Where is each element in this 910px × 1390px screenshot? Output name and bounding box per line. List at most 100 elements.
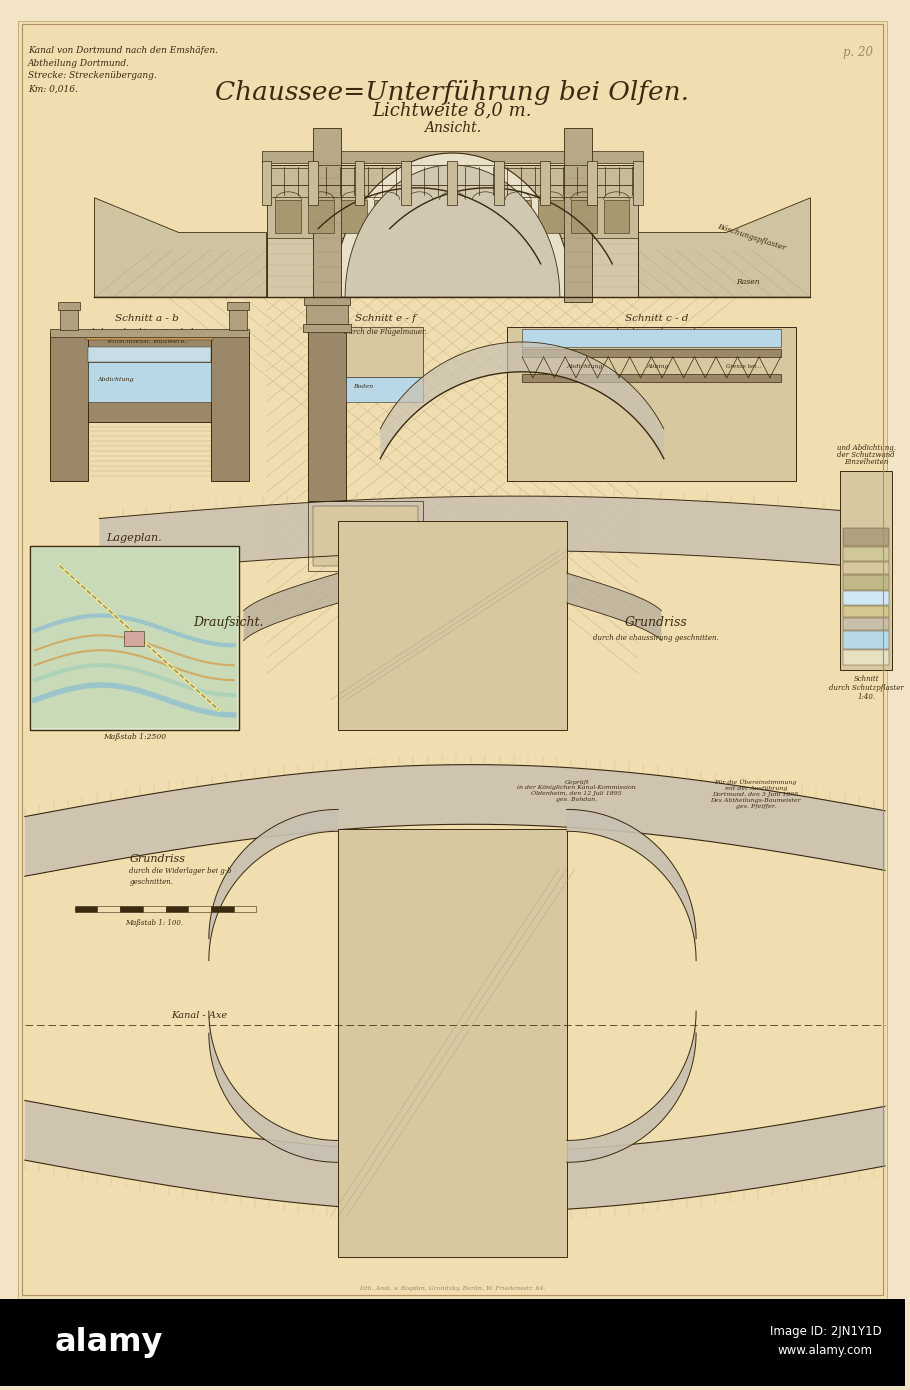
Text: senkrecht zur Chausseachse.: senkrecht zur Chausseachse. <box>604 328 708 336</box>
Bar <box>87 361 211 402</box>
Bar <box>844 591 889 605</box>
Bar <box>211 332 248 481</box>
Bar <box>75 906 97 912</box>
Bar <box>448 161 458 204</box>
Text: Abdichtung: Abdichtung <box>97 377 134 382</box>
Bar <box>227 302 248 310</box>
Bar <box>538 200 564 232</box>
Text: Grundriss: Grundriss <box>129 853 186 865</box>
Bar <box>228 306 247 329</box>
Bar <box>307 302 348 324</box>
Text: Maßstab 1: 100.: Maßstab 1: 100. <box>125 919 183 927</box>
Bar <box>844 606 889 617</box>
Text: Km: 0,016.: Km: 0,016. <box>28 85 77 93</box>
Text: Geprüft
in der Königlichen Kanal-Kommission
Oldenheim, den 12 Juli 1895
ges. Boh: Geprüft in der Königlichen Kanal-Kommiss… <box>518 780 636 802</box>
Text: einschliessl. Bauwerk.: einschliessl. Bauwerk. <box>107 336 187 345</box>
Text: Abdichtung: Abdichtung <box>567 364 603 370</box>
Text: Abtheilung Dortmund.: Abtheilung Dortmund. <box>28 58 130 68</box>
Text: Image ID: 2JN1Y1D: Image ID: 2JN1Y1D <box>770 1325 881 1339</box>
Bar <box>541 161 551 204</box>
Text: alamy: alamy <box>55 1327 163 1358</box>
Bar <box>844 651 889 666</box>
Bar <box>261 152 643 163</box>
Bar <box>505 200 531 232</box>
Text: Lichtweite 8,0 m.: Lichtweite 8,0 m. <box>373 101 532 120</box>
Bar <box>522 349 781 357</box>
Bar <box>603 200 630 232</box>
Text: Maßstab 1:2500: Maßstab 1:2500 <box>103 733 166 741</box>
Polygon shape <box>95 197 267 297</box>
Bar <box>261 161 271 204</box>
Bar <box>494 161 504 204</box>
Text: durch Schutzpflaster: durch Schutzpflaster <box>829 684 904 692</box>
Bar <box>844 619 889 630</box>
Text: 1:40.: 1:40. <box>857 694 875 701</box>
Text: Ansicht.: Ansicht. <box>424 121 481 135</box>
Bar <box>844 574 889 589</box>
Text: Kanal - Axe: Kanal - Axe <box>171 1011 227 1020</box>
Text: Schnitt: Schnitt <box>854 676 879 682</box>
Bar <box>339 830 567 1257</box>
Bar <box>87 348 211 361</box>
Text: und Abdichtung.: und Abdichtung. <box>836 445 895 452</box>
Bar <box>267 165 639 297</box>
Bar <box>522 329 781 348</box>
Bar <box>507 327 795 481</box>
Bar <box>87 332 211 421</box>
Bar <box>60 306 77 329</box>
Bar <box>211 906 234 912</box>
Text: Schnitt a - b: Schnitt a - b <box>116 314 179 322</box>
Text: geschnitten.: geschnitten. <box>129 878 173 885</box>
Bar <box>57 302 79 310</box>
Bar <box>86 335 213 341</box>
Bar <box>308 327 346 500</box>
Bar <box>308 500 422 571</box>
Bar <box>407 200 432 232</box>
Text: Draufsicht.: Draufsicht. <box>194 616 264 628</box>
Text: links senkrecht zur Kanalachse: links senkrecht zur Kanalachse <box>92 328 203 336</box>
Polygon shape <box>333 153 571 297</box>
Bar <box>313 506 418 566</box>
Bar <box>346 377 422 402</box>
Bar <box>844 631 889 649</box>
Text: Grundriss: Grundriss <box>625 616 688 628</box>
Text: Chaussee=Unterführung bei Olfen.: Chaussee=Unterführung bei Olfen. <box>216 81 690 106</box>
Bar <box>125 631 144 646</box>
Text: Böschungspflaster: Böschungspflaster <box>716 222 786 253</box>
Text: Abbing: Abbing <box>646 364 669 370</box>
Bar <box>276 200 301 232</box>
Bar <box>571 200 597 232</box>
Bar <box>166 906 188 912</box>
Text: durch die Flügelmauer.: durch die Flügelmauer. <box>344 328 428 336</box>
Text: durch die chaussirung geschnitten.: durch die chaussirung geschnitten. <box>593 634 719 642</box>
Bar <box>308 200 334 232</box>
Bar <box>188 906 211 912</box>
Bar <box>440 200 465 232</box>
Text: der Schutzwand: der Schutzwand <box>837 452 895 459</box>
Bar <box>844 528 889 546</box>
Text: Schnitt e - f: Schnitt e - f <box>355 314 417 322</box>
Text: Lageplan.: Lageplan. <box>106 532 162 543</box>
Polygon shape <box>345 165 560 297</box>
Text: Schnitt c - d: Schnitt c - d <box>624 314 688 322</box>
Text: Grenze bei...: Grenze bei... <box>726 364 762 370</box>
Bar <box>522 374 781 382</box>
Bar <box>50 332 87 481</box>
Bar <box>472 200 498 232</box>
Bar <box>844 546 889 560</box>
Bar <box>633 161 643 204</box>
Text: Lith. Anst. v. Bogdan, Gronitzky, Berlin, W. Friedensstr. 64.: Lith. Anst. v. Bogdan, Gronitzky, Berlin… <box>359 1286 546 1291</box>
Bar <box>120 906 143 912</box>
Bar <box>346 327 422 377</box>
Bar <box>308 161 318 204</box>
Bar <box>303 324 351 332</box>
Bar <box>32 548 237 728</box>
Bar <box>339 521 567 730</box>
Text: Kanal von Dortmund nach den Emshäfen.: Kanal von Dortmund nach den Emshäfen. <box>28 46 217 54</box>
Bar <box>401 161 411 204</box>
Bar <box>564 128 592 302</box>
Bar <box>267 168 639 238</box>
Bar <box>0 1298 905 1386</box>
Text: Rasen: Rasen <box>736 278 760 286</box>
Bar <box>355 161 365 204</box>
